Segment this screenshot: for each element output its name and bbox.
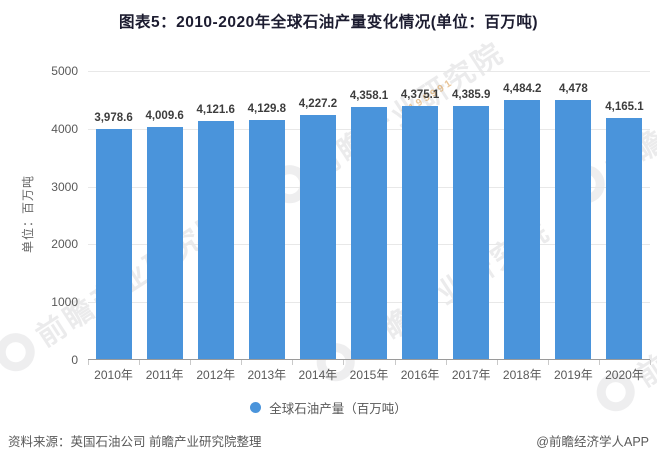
bar-2015年[interactable] (351, 107, 387, 359)
y-tick-label: 4000 (51, 121, 78, 136)
x-axis-tick (343, 360, 345, 365)
x-tick-label: 2015年 (349, 368, 389, 382)
x-axis-tick (139, 360, 141, 365)
x-axis-tick (547, 360, 549, 365)
x-axis-tick (190, 360, 192, 365)
bar-value-label: 4,478 (558, 83, 588, 96)
x-axis-tick (88, 360, 89, 365)
y-tick-label: 2000 (51, 237, 78, 252)
bar-value-label: 4,484.2 (503, 82, 542, 95)
x-tick-label: 2013年 (247, 368, 287, 382)
y-tick-label: 1000 (51, 295, 78, 310)
credit-text: @前瞻经济学人APP (536, 435, 649, 449)
footer: 资料来源：英国石油公司 前瞻产业研究院整理 @前瞻经济学人APP (8, 431, 649, 450)
legend-marker-icon (250, 402, 262, 413)
bar-value-label: 4,121.6 (196, 103, 235, 116)
bar-2013年[interactable] (248, 120, 285, 359)
bar-2020年[interactable] (606, 118, 643, 359)
bar-value-label: 3,978.6 (94, 112, 133, 125)
y-axis-title: 单位：百万吨 (21, 175, 35, 254)
bar-2016年[interactable] (402, 106, 439, 359)
bar-value-label: 4,129.8 (247, 103, 286, 116)
bar-2011年[interactable] (146, 127, 183, 359)
bar-value-label: 4,375.1 (400, 89, 440, 102)
x-axis-tick (445, 360, 447, 365)
bar-2019年[interactable] (555, 100, 592, 359)
x-axis-tick (292, 360, 294, 365)
x-tick-label: 2012年 (196, 368, 236, 382)
legend[interactable]: 全球石油产量（百万吨） (0, 398, 657, 417)
bar-value-label: 4,009.6 (145, 110, 184, 123)
bar-2014年[interactable] (299, 114, 336, 359)
x-tick-label: 2011年 (145, 368, 184, 382)
bar-value-label: 4,385.9 (451, 88, 491, 101)
x-axis-tick (241, 360, 243, 365)
bar-value-label: 4,358.1 (349, 90, 389, 103)
x-tick-label: 2010年 (94, 368, 133, 382)
bar-value-label: 4,165.1 (605, 101, 644, 114)
x-tick-label: 2017年 (451, 368, 491, 382)
plot-area: 3,978.6 4,009.6 4,121.6 4,129.8 4,227.2 4,358… (88, 71, 651, 365)
bar-2017年[interactable] (453, 105, 490, 359)
gridline (88, 71, 650, 72)
y-tick-label: 0 (71, 353, 78, 367)
x-tick-label: 2016年 (400, 368, 440, 382)
source-text: 资料来源：英国石油公司 前瞻产业研究院整理 (8, 435, 262, 449)
chart-title: 图表5：2010-2020年全球石油产量变化情况(单位：百万吨) (118, 14, 539, 31)
x-axis-tick (394, 360, 396, 365)
x-axis-tick (598, 360, 600, 365)
x-tick-label: 2018年 (502, 368, 542, 382)
y-tick-label: 5000 (51, 64, 78, 78)
x-tick-label: 2020年 (605, 368, 644, 382)
x-tick-label: 2019年 (554, 368, 593, 382)
legend-label: 全球石油产量（百万吨） (269, 402, 407, 416)
bar-2012年[interactable] (197, 120, 234, 359)
bar-2010年[interactable] (95, 129, 132, 359)
bar-value-label: 4,227.2 (298, 97, 338, 110)
x-tick-label: 2014年 (298, 368, 338, 382)
bar-2018年[interactable] (504, 99, 541, 359)
y-tick-label: 3000 (51, 179, 78, 194)
x-axis-tick (496, 360, 498, 365)
x-axis-tick (650, 360, 651, 365)
